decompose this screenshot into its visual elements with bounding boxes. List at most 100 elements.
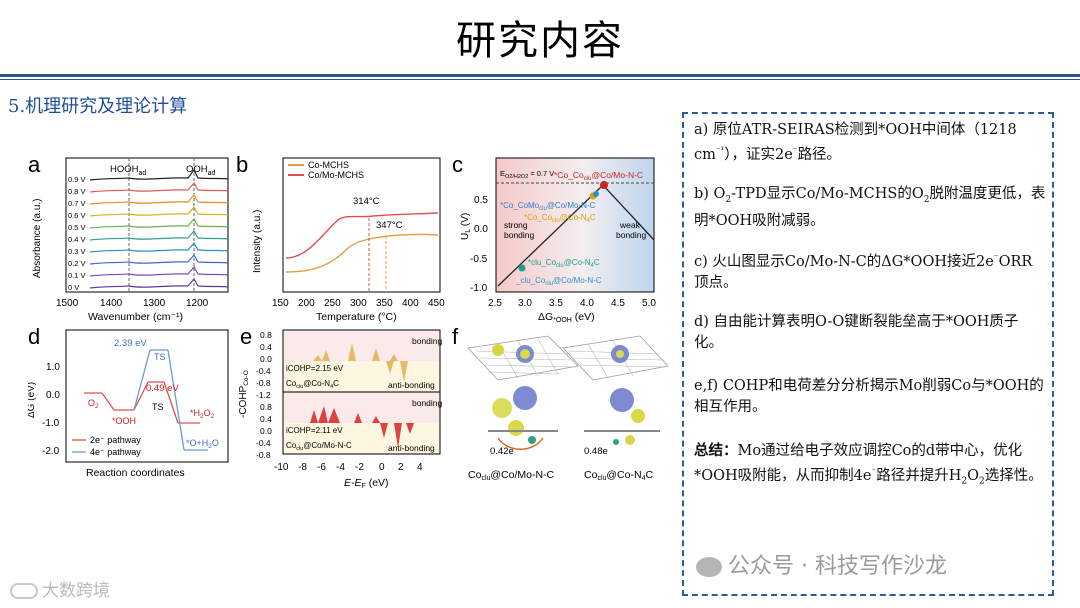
e-xt-4: -2: [355, 462, 364, 473]
c-yt-1: 0.0: [474, 224, 488, 235]
b-xt-0: 150: [272, 298, 289, 309]
b-xt-4: 350: [376, 298, 393, 309]
panel-a-spectra: [89, 168, 229, 289]
panel-e-label: e: [240, 324, 252, 349]
c-xt-3: 4.0: [580, 298, 594, 309]
c-xt-2: 3.5: [549, 298, 563, 309]
e-yticks-top: 0.8 0.4 0.0 -0.4 -0.8 -1.2: [256, 330, 272, 400]
c-weak: weak: [619, 220, 641, 230]
c-point-1: [600, 181, 608, 189]
d-ylabel: ΔG (eV): [28, 382, 37, 418]
d-leg-1: 2e⁻ pathway: [90, 435, 141, 445]
e-yt2-0: 0.8: [260, 402, 272, 412]
f-val2: 0.48e: [584, 446, 608, 457]
e-icohp1: iCOHP=2.15 eV: [286, 364, 344, 373]
para-a: a) 原位ATR-SEIRAS检测到*OOH中间体（1218 cm⁻¹），证实2…: [694, 122, 1017, 163]
panel-a-ylabel: Absorbance (a.u.): [32, 199, 43, 279]
d-yticks: 1.0 0.0 -1.0 -2.0: [42, 362, 60, 457]
c-yt-0: 0.5: [474, 195, 488, 206]
c-yticks: 0.5 0.0 -0.5 -1.0: [470, 195, 488, 294]
e-bonding1: bonding: [412, 336, 443, 346]
e-yt1-2: 0.0: [260, 354, 272, 364]
e-xlabel: E-EF (eV): [344, 477, 389, 490]
c-eq: EO2/H2O2 = 0.7 V: [500, 169, 554, 180]
b-curve-como: [285, 212, 439, 259]
watermark: 公众号 · 科技写作沙龙: [696, 548, 947, 580]
e-yt1-0: 0.8: [260, 330, 272, 340]
e-xt-5: 0: [379, 462, 385, 473]
e-xt-6: 2: [398, 462, 404, 473]
summary-label: 总结：: [694, 442, 738, 459]
d-path-4e: [133, 349, 208, 451]
panel-a-peak1: HOOHad: [110, 164, 146, 177]
e-xt-3: -4: [336, 462, 345, 473]
panel-d-axes: [65, 329, 229, 463]
a-v-7: 0.2 V: [68, 259, 86, 268]
panel-a-axes: [65, 157, 229, 293]
panel-b: b Co-MCHS Co/Mo-MCHS 314°C 347°C Intensi…: [236, 152, 445, 323]
a-xt-1: 1400: [100, 298, 123, 309]
e-top-bonding-fill: [286, 343, 438, 361]
f-structure-2: [562, 335, 668, 445]
panel-a-xticks: 1500 1400 1300 1200: [56, 298, 209, 309]
panel-f-label: f: [452, 324, 459, 349]
panel-c-label: c: [452, 152, 463, 177]
c-xlabel: ΔG*OOH (eV): [538, 311, 595, 324]
summary-box: [682, 112, 1054, 596]
b-xticks: 150 200 250 300 350 400 450: [272, 298, 445, 309]
c-strong: strong: [504, 220, 528, 230]
b-xt-5: 400: [402, 298, 419, 309]
b-xlabel: Temperature (°C): [316, 311, 397, 323]
d-yt-0: 1.0: [46, 362, 60, 373]
f-cap2: Coclu@Co-N4C: [584, 469, 653, 482]
d-xlabel: Reaction coordinates: [86, 467, 185, 479]
c-weak2: bonding: [616, 230, 647, 240]
c-point-4: [518, 264, 526, 272]
figure-composite: a HOOHad OOHad 0.9 V 0.8 V 0.7 V 0.6 V 0…: [28, 152, 668, 490]
a-v-9: 0 V: [68, 283, 79, 292]
title-divider-thin: [0, 79, 1080, 80]
b-xt-2: 250: [324, 298, 341, 309]
e-icohp2: iCOHP=2.11 eV: [286, 426, 343, 435]
panel-c: c EO2/H2O2 = 0.7 V *Co_Coclu@Co/Mo-N-C *…: [452, 152, 656, 324]
d-ts2: 0.49 eV: [146, 383, 179, 394]
a-v-8: 0.1 V: [68, 271, 86, 280]
a-v-6: 0.3 V: [68, 247, 86, 256]
b-xt-1: 200: [298, 298, 315, 309]
c-label-3: *Co_Coclu@Co-N4C: [524, 213, 596, 224]
d-yt-3: -2.0: [42, 446, 60, 457]
e-top-anti-region: [284, 361, 439, 391]
a-v-4: 0.5 V: [68, 223, 86, 232]
b-xt-3: 300: [350, 298, 367, 309]
c-xt-0: 2.5: [488, 298, 502, 309]
e-bottom-anti-region: [284, 423, 439, 453]
e-bot-anti-fill: [380, 423, 438, 448]
panel-a-voltages: 0.9 V 0.8 V 0.7 V 0.6 V 0.5 V 0.4 V 0.3 …: [68, 175, 86, 292]
f-structure-1: [467, 335, 579, 450]
c-point-3: [593, 191, 599, 197]
c-xt-1: 3.0: [518, 298, 532, 309]
c-strong2: bonding: [504, 230, 535, 240]
d-path-2e: [84, 381, 200, 424]
para-d: d) 自由能计算表明O-O键断裂能垒高于*OOH质子化。: [694, 314, 1019, 351]
a-xt-0: 1500: [56, 298, 79, 309]
d-ts1b: TS: [154, 352, 166, 362]
d-h2o2: *H2O2: [190, 408, 215, 420]
d-leg-2: 4e⁻ pathway: [90, 447, 141, 457]
e-yt1-3: -0.4: [256, 366, 271, 376]
b-peak2: 347°C: [376, 220, 403, 231]
logo-icon: [10, 583, 38, 599]
c-label-2: *Co_CoMoclu@Co/Mo-N-C: [500, 201, 596, 212]
para-ef: e,f) COHP和电荷差分分析揭示Mo削弱Co与*OOH的相互作用。: [694, 378, 1044, 415]
b-xt-6: 450: [428, 298, 445, 309]
c-label-1: *Co_Coclu@Co/Mo-N-C: [554, 170, 643, 182]
c-xt-4: 4.5: [611, 298, 625, 309]
b-peak1: 314°C: [353, 196, 380, 207]
a-v-0: 0.9 V: [68, 175, 86, 184]
e-yt2-4: -0.8: [256, 450, 271, 460]
b-legend-1: Co-MCHS: [308, 160, 349, 170]
a-xt-2: 1300: [143, 298, 166, 309]
panel-e: e bonding anti-bonding iCOHP=2.15 eV Coc…: [238, 324, 443, 490]
panel-d: d 1.0 0.0 -1.0 -2.0 ΔG (eV) 2.39 eV TS 0…: [28, 324, 229, 479]
para-c: c) 火山图显示Co/Mo-N-C的ΔG*OOH接近2e⁻ORR顶点。: [694, 253, 1033, 291]
